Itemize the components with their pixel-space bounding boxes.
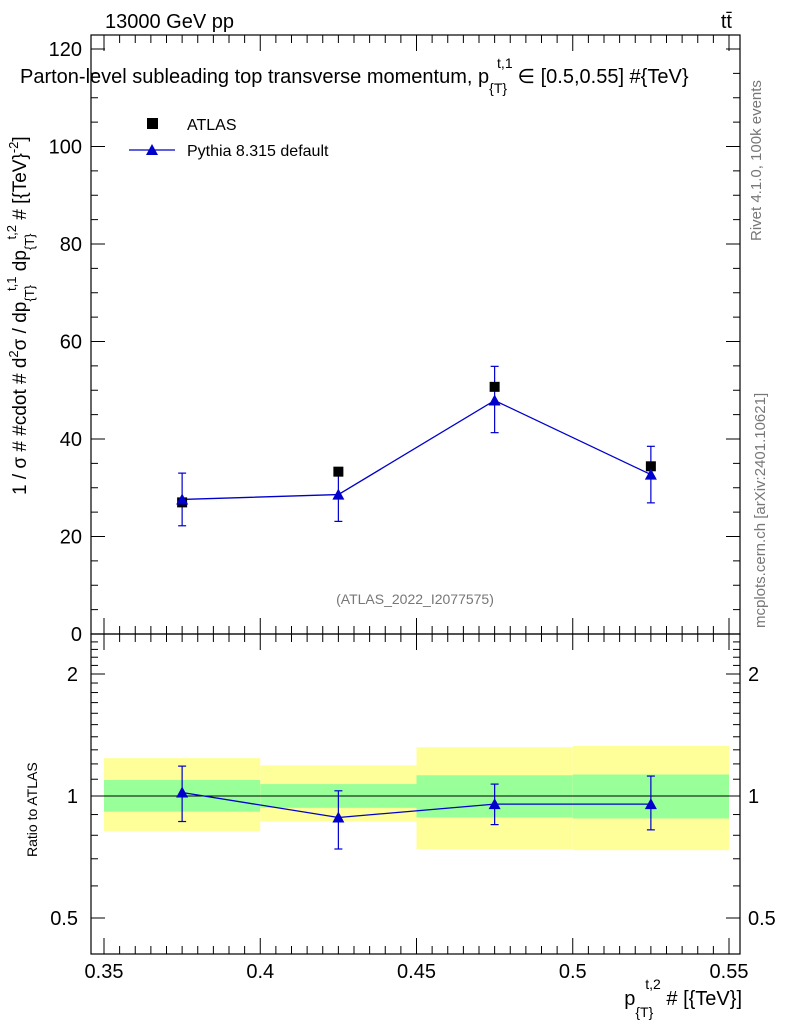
ylabel-e: ] xyxy=(10,136,31,141)
legend-atlas-marker xyxy=(147,118,158,129)
ratio-pythia-point xyxy=(488,798,501,810)
main-y-tick-label: 120 xyxy=(49,39,82,61)
ylabel-d: # [{TeV} xyxy=(10,153,31,225)
pythia-point xyxy=(332,488,345,500)
ratio-y-tick-label-left: 2 xyxy=(67,664,78,686)
ylabel-c: dp xyxy=(10,250,31,276)
header-energy-label: 13000 GeV pp xyxy=(105,11,234,33)
ylabel-b: σ / dp xyxy=(10,302,31,351)
xlabel-b: # [{TeV}] xyxy=(661,988,742,1010)
ratio-y-tick-label-left: 0.5 xyxy=(50,908,78,930)
ylabel-sup3: t,2 xyxy=(4,225,19,239)
ratio-x-tick-label: 0.45 xyxy=(397,961,436,983)
plot-title-sup: t,1 xyxy=(497,55,513,71)
ratio-x-tick-label: 0.4 xyxy=(246,961,274,983)
ratio-y-tick-label-right: 2 xyxy=(748,664,759,686)
main-axis-ticks xyxy=(91,35,740,635)
atlas-point xyxy=(645,461,656,472)
plot-title-main: Parton-level subleading top transverse m… xyxy=(20,66,489,88)
ylabel-sup4: -2 xyxy=(6,142,21,154)
legend-pythia-label: Pythia 8.315 default xyxy=(187,143,329,160)
xlabel-a: p xyxy=(624,988,635,1010)
legend-pythia-marker xyxy=(146,144,158,155)
pythia-point xyxy=(176,493,189,505)
main-data-series xyxy=(176,365,657,527)
x-axis-title: p{T} t,2 # [{TeV}] xyxy=(624,976,742,1020)
mcplots-label: mcplots.cern.ch [arXiv:2401.10621] xyxy=(752,393,769,628)
main-y-axis-title: 1 / σ # #cdot # d2σ / dp{T}t,1 dp{T}t,2 … xyxy=(4,136,37,495)
ratio-pythia-line xyxy=(182,791,651,819)
ratio-pythia-point xyxy=(332,811,345,823)
main-y-tick-label: 20 xyxy=(60,527,82,549)
header-process-label: tt̄ xyxy=(721,11,733,33)
xlabel-sub: {T} xyxy=(635,1004,653,1020)
analysis-label: (ATLAS_2022_I2077575) xyxy=(336,591,494,607)
ratio-pythia-point xyxy=(644,798,657,810)
ratio-pythia-point xyxy=(176,786,189,798)
rivet-label: Rivet 4.1.0, 100k events xyxy=(748,80,765,241)
main-plot-panel: 0 20 40 60 80 100 120 xyxy=(49,34,741,646)
ratio-axis-ticks xyxy=(91,634,740,954)
ratio-plot-frame xyxy=(90,633,741,955)
pythia-line xyxy=(182,399,652,501)
ratio-x-tick-label: 0.35 xyxy=(85,961,124,983)
main-y-tick-label: 100 xyxy=(49,137,82,159)
main-y-tick-label: 60 xyxy=(60,332,82,354)
ylabel-sup1: t,1 xyxy=(4,277,19,291)
ratio-uncertainty-bands xyxy=(104,745,729,851)
ratio-y-tick-label-right: 0.5 xyxy=(748,908,776,930)
ratio-data-series xyxy=(176,765,657,850)
plot-title-sub: {T} xyxy=(489,80,507,96)
ylabel-sub1: {T} xyxy=(22,284,37,301)
plot-title-tail: ∈ [0.5,0.55] #{TeV} xyxy=(518,66,689,88)
ratio-y-axis-title: Ratio to ATLAS xyxy=(24,762,40,857)
pythia-point xyxy=(644,468,657,480)
ratio-x-tick-label: 0.55 xyxy=(710,961,749,983)
plot-title: Parton-level subleading top transverse m… xyxy=(20,55,689,96)
ylabel-a: 1 / σ # #cdot # d xyxy=(10,358,31,495)
pythia-point xyxy=(488,394,501,406)
legend: ATLAS Pythia 8.315 default xyxy=(129,117,329,160)
ratio-y-tick-labels: 0.5 0.5 1 1 2 2 xyxy=(50,664,776,930)
ratio-y-tick-label-left: 1 xyxy=(67,786,78,808)
ylabel-sub2: {T} xyxy=(22,233,37,250)
ratio-x-tick-label: 0.5 xyxy=(559,961,587,983)
xlabel-sup: t,2 xyxy=(645,976,661,992)
atlas-point xyxy=(333,466,344,477)
main-y-tick-label: 80 xyxy=(60,234,82,256)
main-y-tick-labels: 0 20 40 60 80 100 120 xyxy=(49,39,82,646)
legend-atlas-label: ATLAS xyxy=(187,117,237,134)
ylabel-sup2: 2 xyxy=(6,350,21,357)
ratio-x-tick-labels: 0.35 0.4 0.45 0.5 0.55 xyxy=(85,961,749,983)
main-y-tick-label: 40 xyxy=(60,429,82,451)
ratio-plot-panel: 0.5 0.5 1 1 2 2 0.35 0.4 0.45 0.5 0.55 xyxy=(50,633,776,983)
main-y-tick-label: 0 xyxy=(71,624,82,646)
ratio-y-tick-label-right: 1 xyxy=(748,786,759,808)
atlas-point xyxy=(489,381,500,392)
